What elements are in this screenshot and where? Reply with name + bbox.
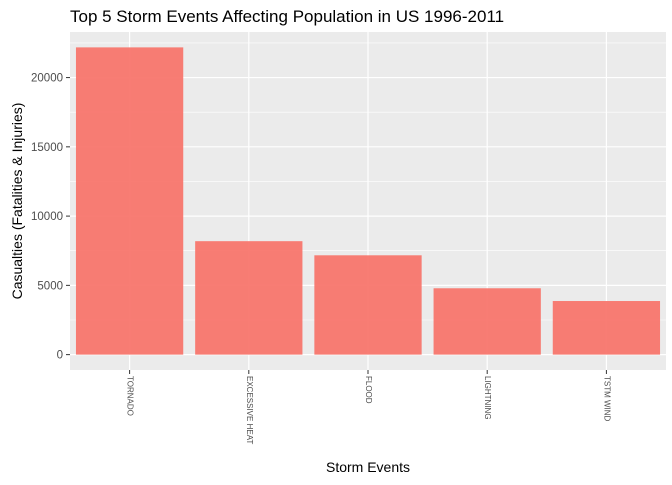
y-axis: 0 5000 10000 15000 20000: [31, 73, 70, 362]
x-tick-label: EXCESSIVE HEAT: [245, 376, 254, 444]
x-tick-label: FLOOD: [364, 376, 373, 404]
y-tick-label: 0: [57, 350, 63, 362]
x-axis-title: Storm Events: [326, 459, 410, 475]
x-tick-label: TSTM WIND: [602, 376, 611, 422]
y-tick-label: 5000: [37, 280, 63, 292]
bars: [75, 47, 661, 355]
bar-lightning: [433, 288, 541, 355]
x-tick-label: LIGHTNING: [483, 376, 492, 420]
x-axis: TORNADO EXCESSIVE HEAT FLOOD LIGHTNING TSTM …: [126, 370, 611, 444]
y-tick-label: 10000: [31, 211, 63, 223]
y-tick-label: 20000: [31, 73, 63, 85]
y-tick-label: 15000: [31, 142, 63, 154]
x-tick-label: TORNADO: [126, 376, 135, 416]
bar-excessive-heat: [195, 241, 303, 355]
chart-title: Top 5 Storm Events Affecting Population …: [70, 7, 504, 26]
bar-flood: [314, 255, 422, 355]
y-axis-title: Casualties (Fatalities & Injuries): [9, 103, 25, 300]
bar-tstm-wind: [552, 301, 661, 355]
bar-tornado: [75, 47, 184, 355]
